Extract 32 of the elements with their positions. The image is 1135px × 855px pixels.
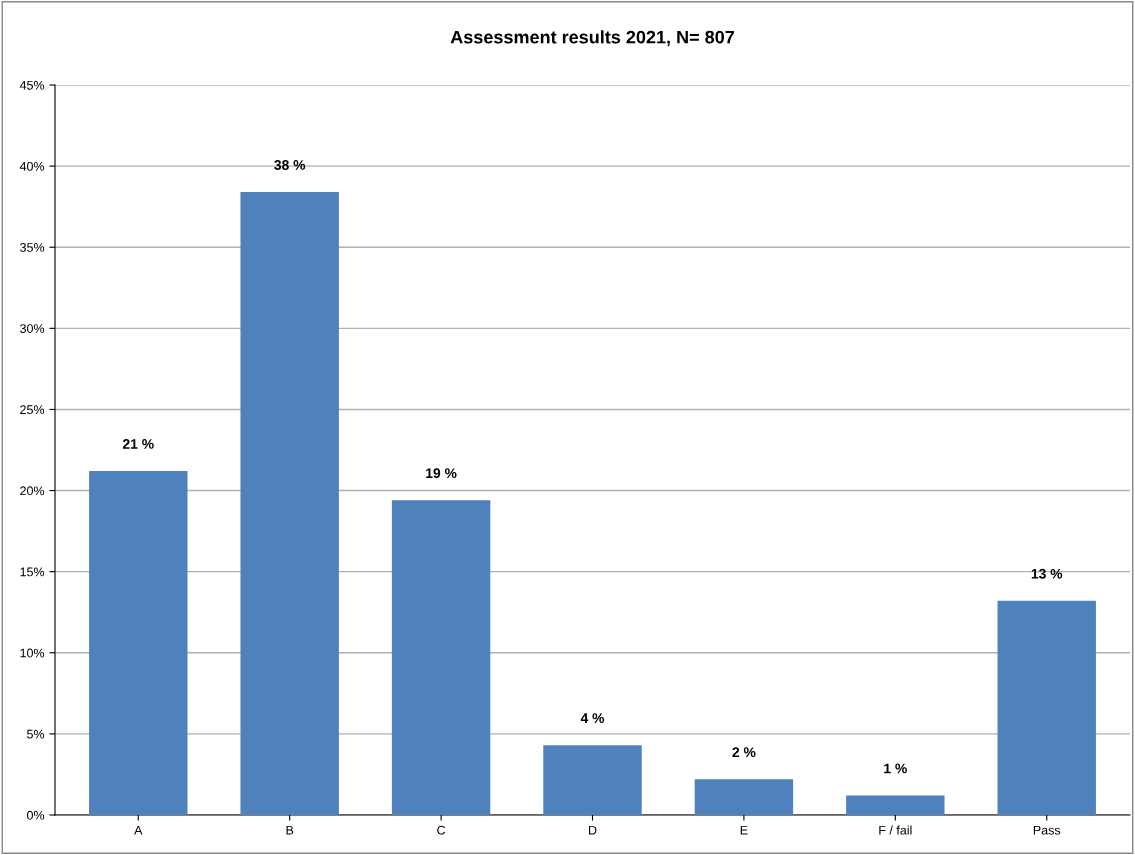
y-tick-label: 5% xyxy=(27,729,45,739)
bar xyxy=(89,471,188,815)
y-tick-label: 25% xyxy=(20,405,45,415)
y-tick-label: 0% xyxy=(27,810,45,820)
chart-title: Assessment results 2021, N= 807 xyxy=(450,30,734,47)
data-label: 13 % xyxy=(1031,568,1063,579)
y-tick-label: 30% xyxy=(20,324,45,333)
x-tick-label: C xyxy=(437,825,446,835)
y-tick-label: 20% xyxy=(20,486,45,496)
data-label: 4 % xyxy=(580,713,605,724)
x-tick-label: D xyxy=(589,825,597,835)
bar xyxy=(391,500,491,815)
x-tick-label: E xyxy=(740,825,748,835)
x-tick-label: B xyxy=(286,825,294,835)
y-tick-label: 45% xyxy=(19,80,45,90)
y-tick-label: 10% xyxy=(20,648,45,658)
bar xyxy=(846,795,945,815)
bar xyxy=(694,779,794,815)
bar xyxy=(240,192,339,815)
x-tick-label: Pass xyxy=(1033,825,1061,835)
data-label: 38 % xyxy=(274,160,306,170)
data-label: 1 % xyxy=(884,763,907,774)
bar xyxy=(997,600,1096,815)
x-tick-label: F / fail xyxy=(879,825,912,835)
y-tick-label: 15% xyxy=(20,567,45,577)
data-label: 21 % xyxy=(122,439,154,449)
data-label: 2 % xyxy=(732,747,756,758)
data-label: 19 % xyxy=(426,468,457,479)
x-tick-label: A xyxy=(134,825,143,835)
bar xyxy=(543,745,642,815)
y-tick-label: 40% xyxy=(19,161,45,171)
y-tick-label: 35% xyxy=(20,243,45,252)
